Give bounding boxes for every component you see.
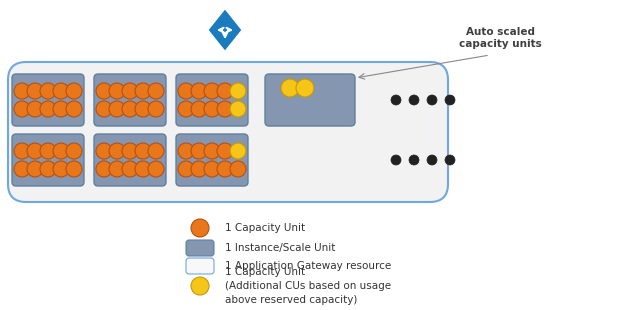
Circle shape [122,161,138,177]
Circle shape [148,161,164,177]
Text: Auto scaled
capacity units: Auto scaled capacity units [459,27,542,49]
Circle shape [122,83,138,99]
Circle shape [53,161,69,177]
Circle shape [135,83,151,99]
Circle shape [66,83,82,99]
Circle shape [96,83,112,99]
Circle shape [40,83,56,99]
Circle shape [204,83,220,99]
Circle shape [230,161,246,177]
Circle shape [217,161,233,177]
Circle shape [14,101,30,117]
Circle shape [14,143,30,159]
Circle shape [204,161,220,177]
Circle shape [427,155,437,165]
Circle shape [191,143,207,159]
Circle shape [178,101,194,117]
Circle shape [178,143,194,159]
Circle shape [230,143,246,159]
Circle shape [445,155,455,165]
Circle shape [191,219,209,237]
Circle shape [409,95,419,105]
Circle shape [148,143,164,159]
Text: 1 Application Gateway resource: 1 Application Gateway resource [225,261,391,271]
Circle shape [191,101,207,117]
Circle shape [204,101,220,117]
FancyBboxPatch shape [176,134,248,186]
Circle shape [27,101,43,117]
Circle shape [66,161,82,177]
Circle shape [191,161,207,177]
Circle shape [109,161,125,177]
Circle shape [409,155,419,165]
Circle shape [217,101,233,117]
Circle shape [14,161,30,177]
FancyBboxPatch shape [94,74,166,126]
Circle shape [281,79,299,97]
Circle shape [96,143,112,159]
Circle shape [66,143,82,159]
Circle shape [230,83,246,99]
Circle shape [96,101,112,117]
Circle shape [296,79,314,97]
Circle shape [27,161,43,177]
Circle shape [53,101,69,117]
Circle shape [27,143,43,159]
Polygon shape [207,8,243,52]
Circle shape [96,161,112,177]
Circle shape [391,95,401,105]
Circle shape [135,101,151,117]
Circle shape [445,95,455,105]
Circle shape [14,83,30,99]
Circle shape [40,101,56,117]
Circle shape [40,143,56,159]
Circle shape [135,143,151,159]
Circle shape [109,101,125,117]
Circle shape [148,101,164,117]
Circle shape [40,161,56,177]
Circle shape [178,83,194,99]
FancyBboxPatch shape [12,134,84,186]
FancyBboxPatch shape [186,240,214,256]
Circle shape [148,83,164,99]
Circle shape [66,101,82,117]
Circle shape [122,101,138,117]
Circle shape [427,95,437,105]
Circle shape [191,83,207,99]
Circle shape [191,277,209,295]
Circle shape [53,83,69,99]
FancyBboxPatch shape [94,134,166,186]
FancyBboxPatch shape [186,258,214,274]
Circle shape [122,143,138,159]
Circle shape [135,161,151,177]
FancyBboxPatch shape [12,74,84,126]
Circle shape [217,143,233,159]
Circle shape [178,161,194,177]
Circle shape [217,83,233,99]
Circle shape [109,143,125,159]
FancyBboxPatch shape [8,62,448,202]
Circle shape [27,83,43,99]
Circle shape [391,155,401,165]
Text: 1 Instance/Scale Unit: 1 Instance/Scale Unit [225,243,335,253]
Circle shape [109,83,125,99]
Text: 1 Capacity Unit: 1 Capacity Unit [225,223,305,233]
FancyBboxPatch shape [265,74,355,126]
Circle shape [53,143,69,159]
Text: 1 Capacity Unit
(Additional CUs based on usage
above reserved capacity): 1 Capacity Unit (Additional CUs based on… [225,267,391,305]
Circle shape [204,143,220,159]
FancyBboxPatch shape [176,74,248,126]
Circle shape [230,101,246,117]
